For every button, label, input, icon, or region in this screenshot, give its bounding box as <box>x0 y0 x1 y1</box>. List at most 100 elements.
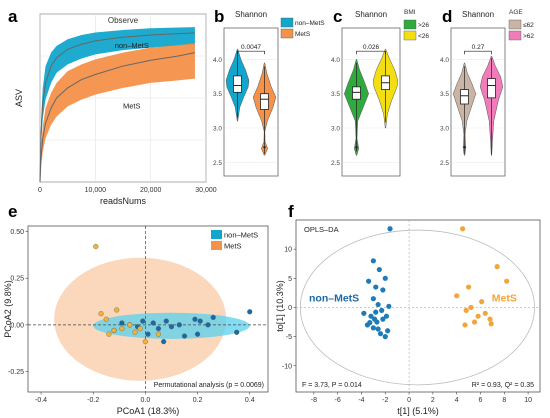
y-tick-label: 5 <box>288 276 292 283</box>
data-point <box>98 311 104 317</box>
box <box>233 75 242 93</box>
y-tick-label: 3.5 <box>331 91 340 98</box>
data-point <box>114 307 120 313</box>
y-tick-label: 4.0 <box>331 57 340 64</box>
data-point <box>127 322 133 328</box>
data-point <box>385 328 391 334</box>
confidence-band <box>40 43 195 183</box>
x-tick-label: 8 <box>502 397 506 404</box>
data-point <box>161 339 167 345</box>
data-point <box>380 287 386 293</box>
legend-label: non–MetS <box>295 20 325 27</box>
data-point <box>366 278 372 284</box>
legend-label: MetS <box>295 31 311 38</box>
oplsda-chart: -8 -6 -4 -2 0 2 4 6 8 10 -10 -5 0 5 10 OPLS–DA t[1] (5.1… <box>275 219 541 416</box>
y-tick-label: -10 <box>282 363 292 370</box>
x-tick-label: 0.4 <box>245 397 255 404</box>
x-tick-label: 4 <box>455 397 459 404</box>
box <box>260 93 269 110</box>
y-tick-label: 2.5 <box>213 160 222 167</box>
x-axis-label: PCoA1 (18.3%) <box>117 406 180 416</box>
x-axis-label: t[1] (5.1%) <box>397 406 439 416</box>
data-point <box>205 322 211 328</box>
x-tick-label: 0.0 <box>141 397 151 404</box>
data-point <box>370 258 376 264</box>
legend-label: <26 <box>418 33 429 40</box>
data-point <box>465 284 472 290</box>
chart-title: OPLS–DA <box>304 225 339 234</box>
x-tick-label: 10,000 <box>85 187 107 194</box>
data-point <box>479 299 485 305</box>
chart-title: Shannon <box>355 10 387 19</box>
x-tick-label: -6 <box>335 397 341 404</box>
legend-swatch <box>211 230 222 239</box>
box <box>487 78 496 99</box>
y-tick-label: 0.25 <box>10 276 24 283</box>
data-point <box>234 329 240 335</box>
plot-frame <box>295 219 541 393</box>
data-point <box>155 331 162 337</box>
data-point <box>150 320 156 326</box>
data-point <box>93 243 99 250</box>
data-point <box>197 318 203 324</box>
y-tick-label: 3.0 <box>331 126 340 133</box>
rarefaction-chart: 0 10,000 20,000 30,000 Observe readsNums ASV no… <box>14 13 217 206</box>
data-point <box>140 318 146 324</box>
data-point <box>111 327 117 334</box>
significance-bracket <box>356 50 386 55</box>
legend-title: BMI <box>404 9 416 16</box>
data-point <box>142 339 148 345</box>
data-point <box>367 320 373 326</box>
data-point <box>181 333 188 339</box>
data-point <box>375 301 381 308</box>
data-point <box>103 316 109 322</box>
data-point <box>383 313 390 319</box>
data-point <box>382 334 388 340</box>
box <box>352 86 361 100</box>
x-tick-label: -4 <box>358 397 364 404</box>
x-tick-label: 0 <box>38 187 42 194</box>
y-tick-label: 3.5 <box>440 91 449 98</box>
p-value-label: 0.27 <box>472 44 485 51</box>
violin-chart-bmi: 2.5 3.0 3.5 4.0 Shannon 0.026 BMI>26 <26 <box>331 9 429 177</box>
x-axis-label: readsNums <box>100 196 147 206</box>
legend-swatch <box>508 19 522 30</box>
x-tick-label: 30,000 <box>195 187 217 194</box>
data-point <box>145 331 151 337</box>
y-tick-label: 3.0 <box>440 126 449 133</box>
data-point <box>376 266 382 273</box>
model-statistics: F = 3.73, P = 0.014 <box>302 382 362 389</box>
data-point <box>119 320 125 326</box>
data-point <box>454 293 460 299</box>
data-point <box>468 304 474 311</box>
x-tick-label: -0.2 <box>87 397 99 404</box>
outlier-point <box>463 146 466 149</box>
data-point <box>387 226 393 232</box>
data-point <box>163 318 169 324</box>
legend-label: non–MetS <box>224 231 258 240</box>
data-point <box>504 278 510 284</box>
y-tick-label: -5 <box>286 334 292 341</box>
series-label: non–MetS <box>115 41 149 50</box>
panel-label-e: e <box>8 202 17 221</box>
group-label: MetS <box>492 293 517 305</box>
data-point <box>375 326 381 332</box>
data-point <box>210 314 216 320</box>
legend-swatch <box>280 17 294 28</box>
legend-swatch <box>403 30 417 41</box>
data-point <box>380 316 386 322</box>
data-point <box>119 326 125 332</box>
series-label: MetS <box>123 102 141 111</box>
group-label: non–MetS <box>309 293 359 305</box>
data-point <box>488 321 494 327</box>
data-point <box>482 310 488 316</box>
panel-label-a: a <box>8 7 18 26</box>
data-point <box>155 326 162 332</box>
panel-label-c: c <box>333 7 342 26</box>
data-point <box>247 309 253 315</box>
legend-swatch <box>508 30 522 41</box>
y-axis-label: PCoA2 (9.8%) <box>3 280 13 338</box>
data-point <box>463 307 469 313</box>
x-tick-label: -0.4 <box>35 397 47 404</box>
